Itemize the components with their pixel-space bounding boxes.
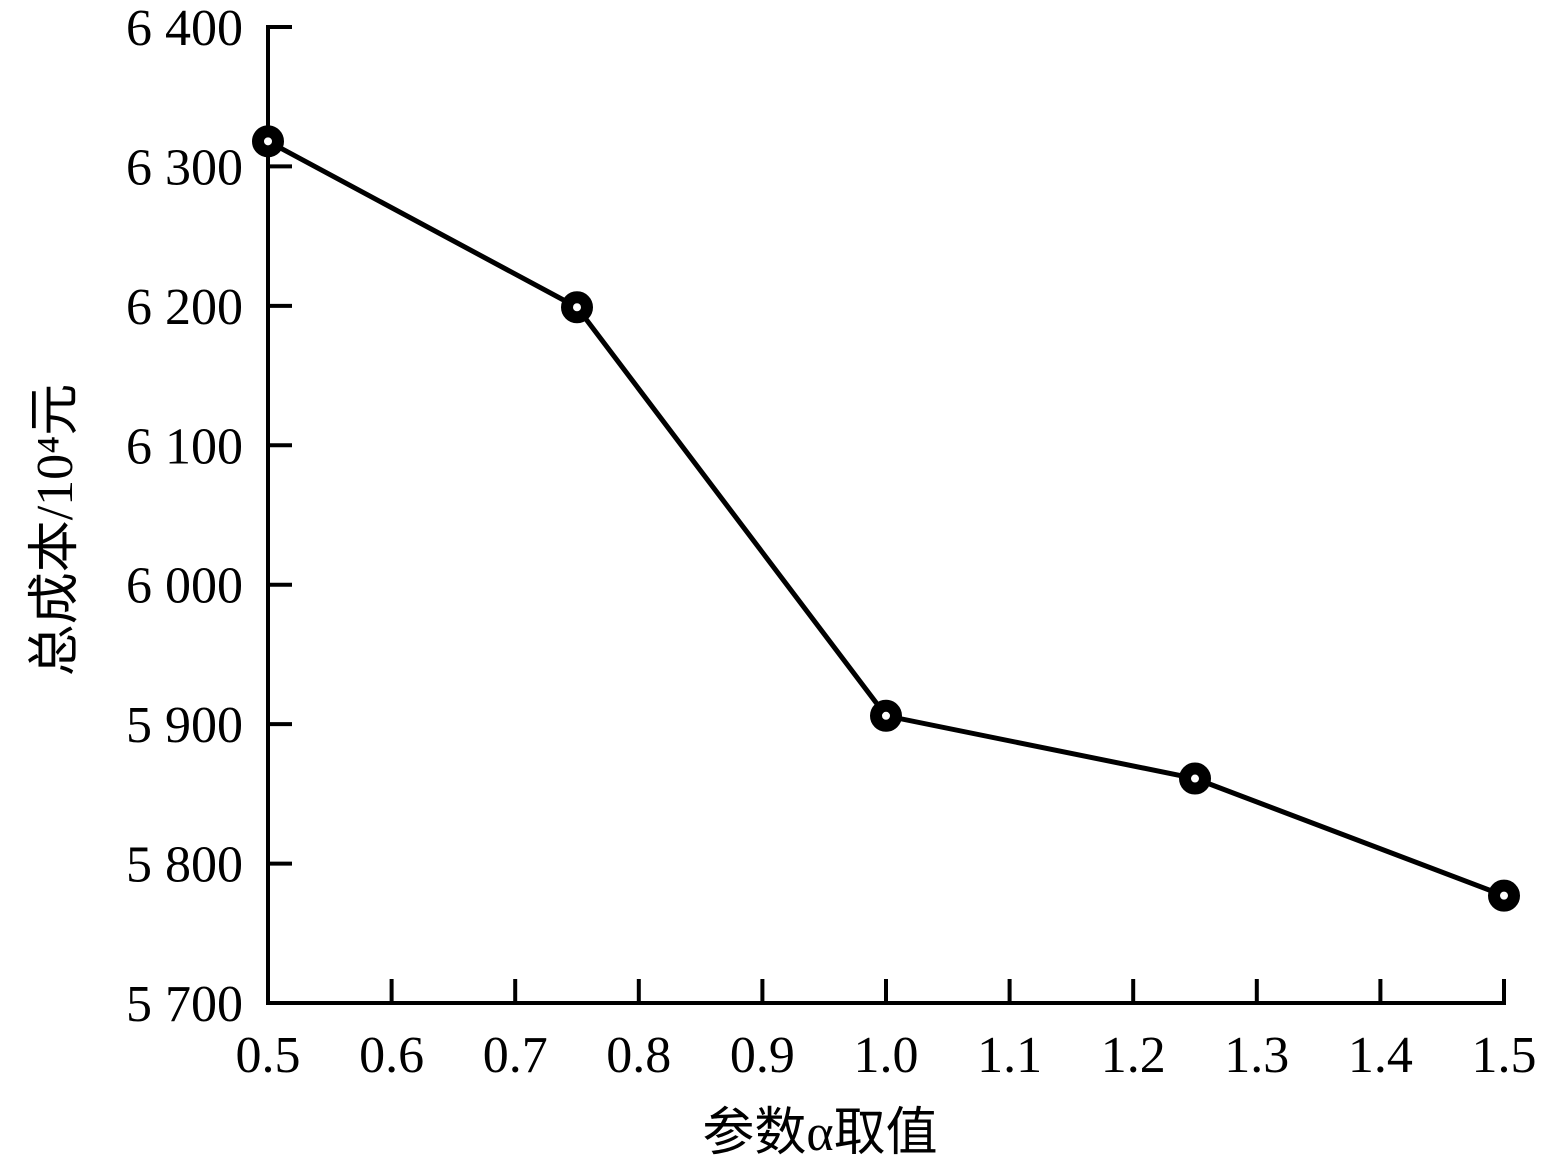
y-tick-label: 6 200 (126, 279, 243, 336)
x-tick-label: 1.4 (1348, 1027, 1413, 1084)
data-point (1488, 879, 1520, 912)
y-tick-label: 5 700 (126, 976, 243, 1033)
data-line (266, 139, 1505, 898)
data-point (870, 699, 902, 732)
x-tick-label: 0.6 (359, 1027, 424, 1084)
y-tick-label: 6 300 (126, 139, 243, 196)
data-point (252, 125, 284, 158)
x-tick-label: 1.1 (977, 1027, 1042, 1084)
y-tick-label: 5 800 (126, 837, 243, 894)
data-point (561, 291, 593, 324)
data-point (1179, 762, 1211, 795)
x-tick-label: 0.8 (606, 1027, 671, 1084)
x-tick-label: 1.0 (854, 1027, 919, 1084)
y-tick-label: 6 100 (126, 418, 243, 475)
x-tick-label: 1.2 (1101, 1027, 1166, 1084)
y-tick-label: 6 400 (126, 0, 243, 57)
x-tick-label: 0.7 (483, 1027, 548, 1084)
x-axis-label: 参数α取值 (702, 1105, 937, 1162)
y-axis-label: 总成本/10⁴元 (27, 384, 84, 677)
x-tick-label: 1.5 (1472, 1027, 1537, 1084)
x-tick-label: 1.3 (1224, 1027, 1289, 1084)
x-tick-label: 0.9 (730, 1027, 795, 1084)
y-tick-label: 5 900 (126, 697, 243, 754)
x-tick-label: 0.5 (236, 1027, 301, 1084)
y-tick-label: 6 000 (126, 558, 243, 615)
